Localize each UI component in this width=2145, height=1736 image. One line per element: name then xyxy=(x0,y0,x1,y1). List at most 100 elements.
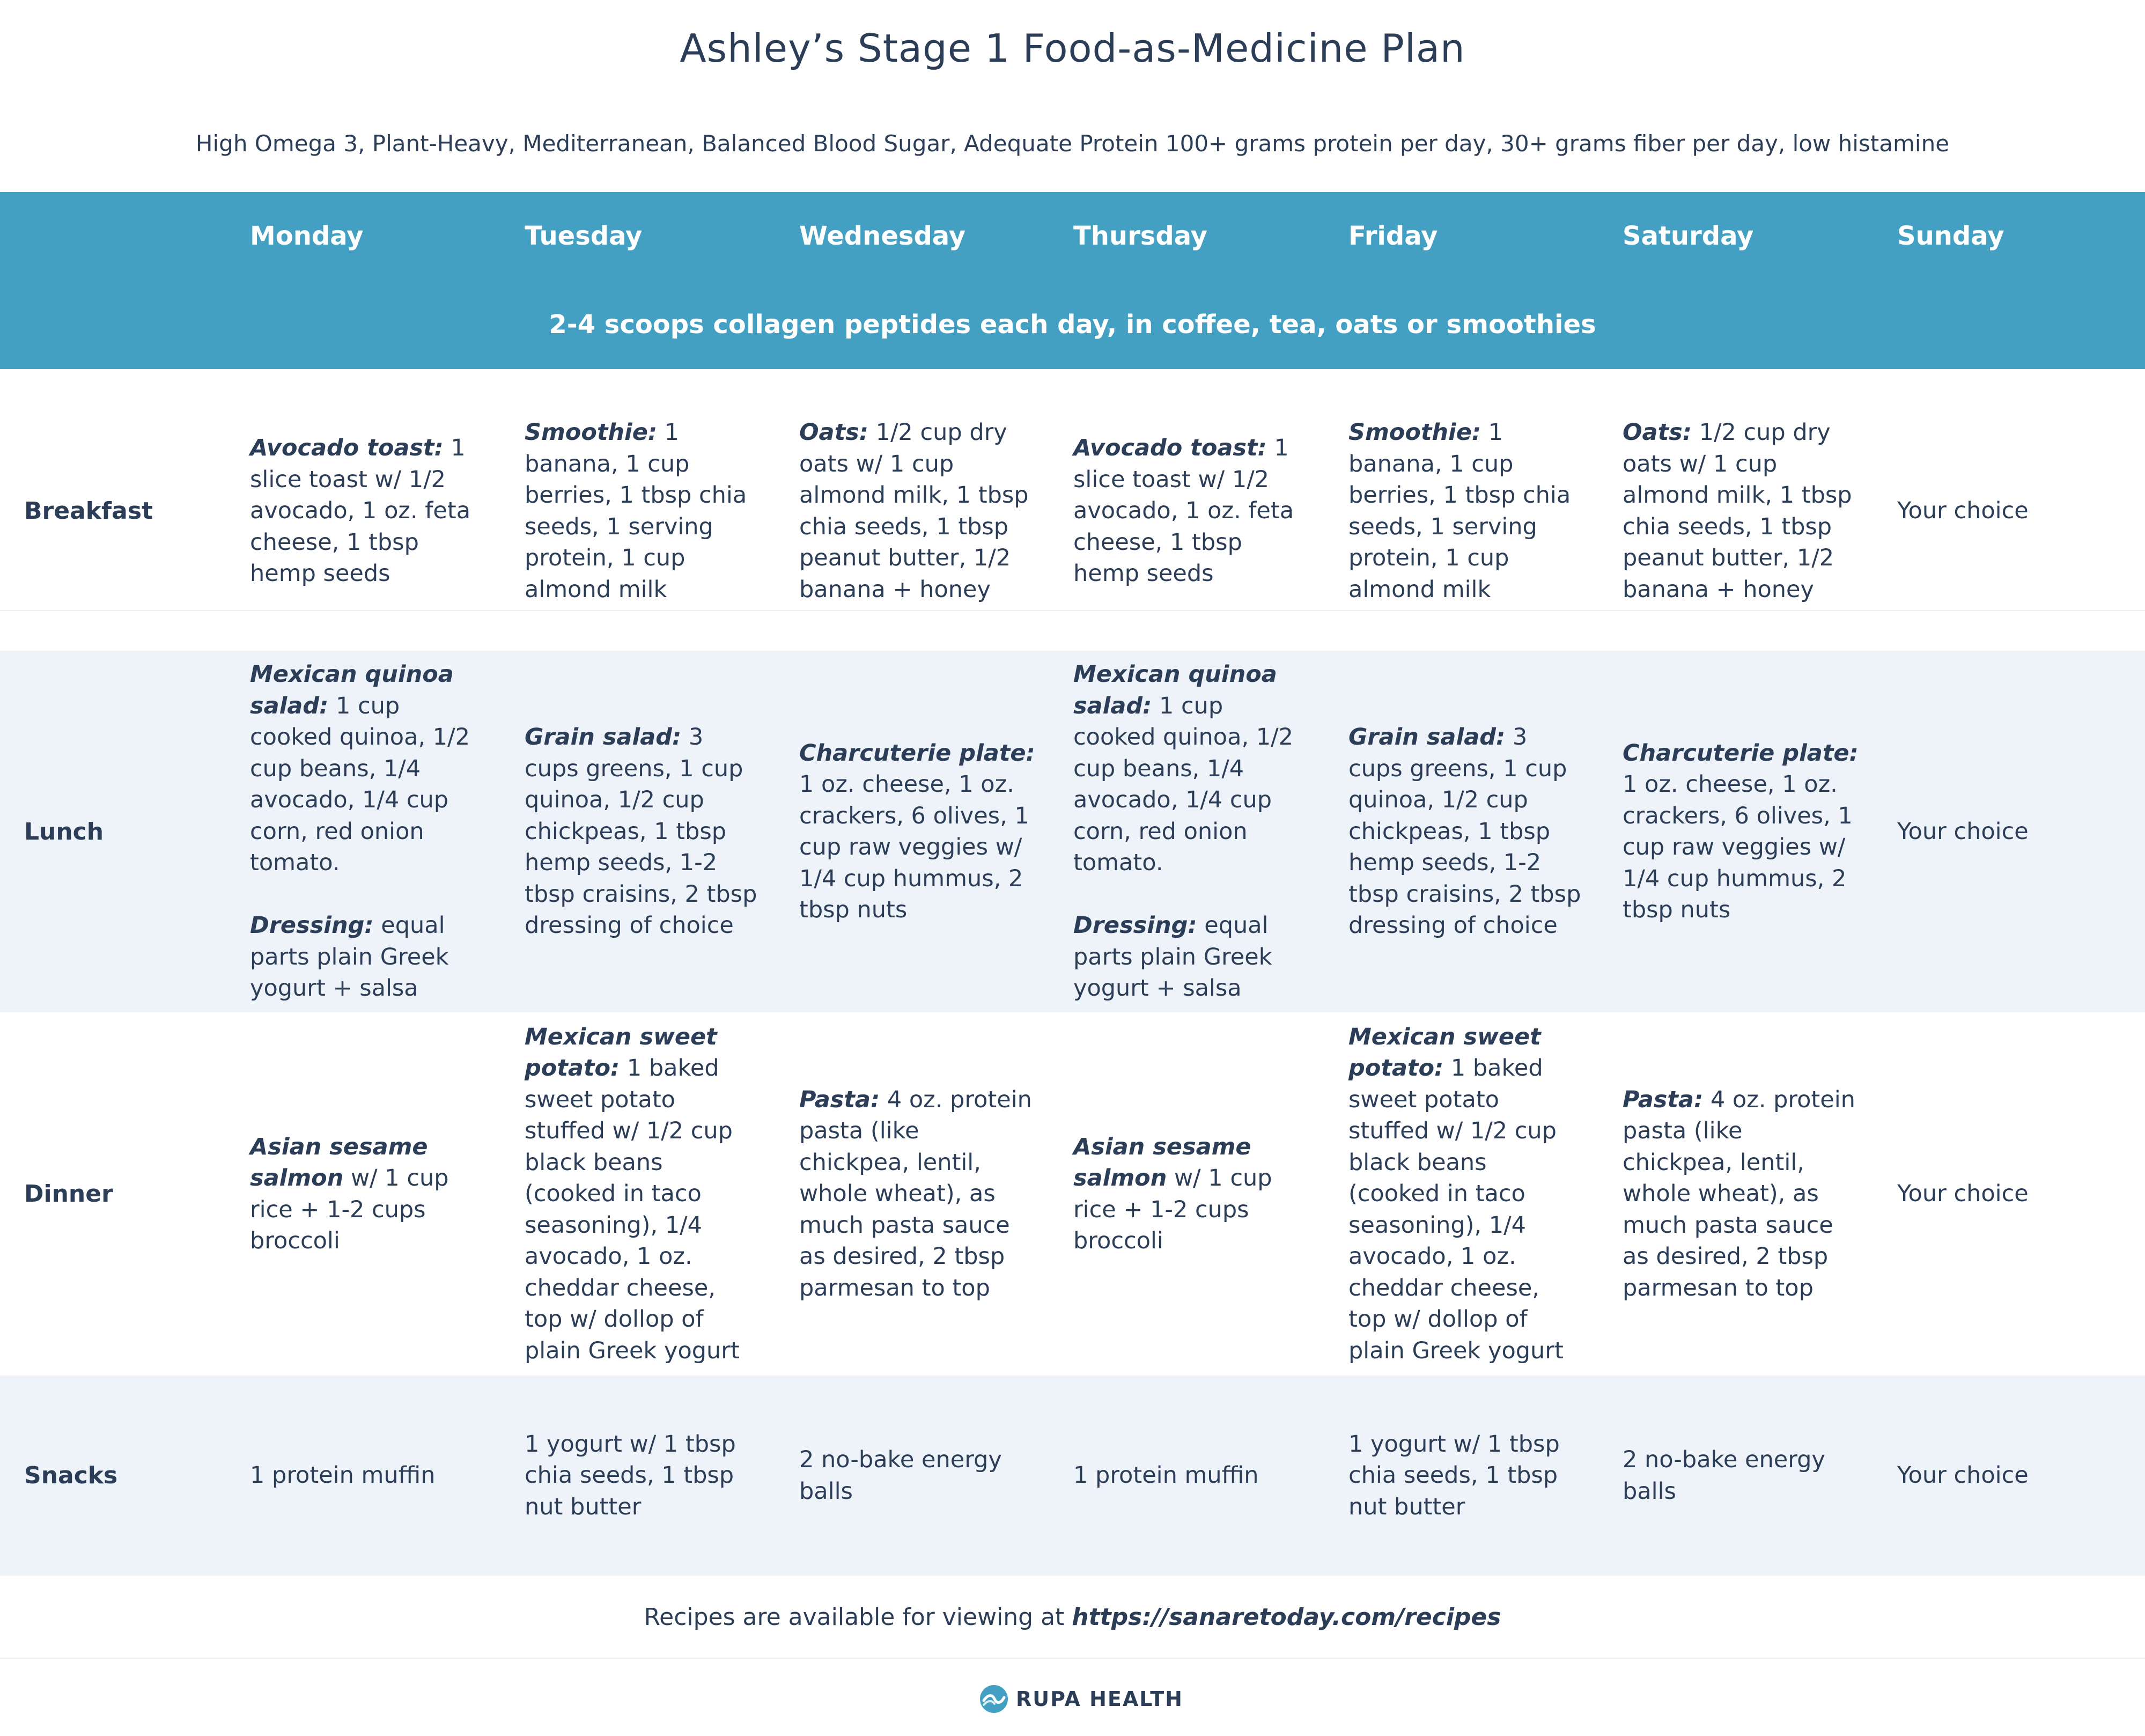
meal-details: 1 cup cooked quinoa, 1/2 cup beans, 1/4 … xyxy=(1073,692,1293,877)
meal-details: 1 protein muffin xyxy=(1073,1462,1259,1489)
meal-name: Mexican quinoa salad: xyxy=(250,661,454,719)
day-header-monday: Monday xyxy=(250,221,364,251)
meal-details: 1/2 cup dry oats w/ 1 cup almond milk, 1… xyxy=(799,419,1029,603)
row-label-dinner: Dinner xyxy=(24,1180,113,1208)
meal-name: Charcuterie plate: xyxy=(799,739,1035,767)
meal-details: 2 no-bake energy balls xyxy=(799,1446,1002,1505)
meal-name: Avocado toast: xyxy=(250,435,444,462)
meal-cell-breakfast-friday: Smoothie: 1 banana, 1 cup berries, 1 tbs… xyxy=(1348,369,1584,653)
meal-details: 3 cups greens, 1 cup quinoa, 1/2 cup chi… xyxy=(1348,724,1581,939)
meal-details: w/ 1 cup rice + 1-2 cups broccoli xyxy=(250,1165,449,1254)
meal-details: Your choice xyxy=(1897,497,2029,525)
meal-cell-snacks-sunday: Your choice xyxy=(1897,1375,2133,1576)
meal-cell-lunch-thursday: Mexican quinoa salad: 1 cup cooked quino… xyxy=(1073,651,1309,1012)
day-header-sunday: Sunday xyxy=(1897,221,2004,251)
meal-name: Avocado toast: xyxy=(1073,435,1267,462)
meal-name: Oats: xyxy=(799,419,868,446)
meal-name: Asian sesame salmon xyxy=(250,1133,428,1192)
meal-cell-lunch-monday: Mexican quinoa salad: 1 cup cooked quino… xyxy=(250,651,486,1012)
meal-details: 1 cup cooked quinoa, 1/2 cup beans, 1/4 … xyxy=(250,692,470,877)
meal-details: 1 baked sweet potato stuffed w/ 1/2 cup … xyxy=(525,1055,740,1364)
meal-cell-snacks-wednesday: 2 no-bake energy balls xyxy=(799,1375,1035,1576)
plan-subtitle: High Omega 3, Plant-Heavy, Mediterranean… xyxy=(195,130,1950,157)
meal-details: 1 protein muffin xyxy=(250,1462,436,1489)
row-label-snacks: Snacks xyxy=(24,1462,118,1489)
meal-name: Pasta: xyxy=(1623,1086,1704,1113)
dressing-details: equal parts plain Greek yogurt + salsa xyxy=(250,912,449,1002)
recipes-note-text: Recipes are available for viewing at xyxy=(644,1603,1072,1631)
meal-cell-snacks-tuesday: 1 yogurt w/ 1 tbsp chia seeds, 1 tbsp nu… xyxy=(525,1375,761,1576)
meal-details: 3 cups greens, 1 cup quinoa, 1/2 cup chi… xyxy=(525,724,757,939)
brand-logo: RUPA HEALTH xyxy=(979,1680,1183,1718)
day-header-friday: Friday xyxy=(1348,221,1438,251)
day-header-wednesday: Wednesday xyxy=(799,221,966,251)
meal-name: Smoothie: xyxy=(525,419,658,446)
page-title: Ashley’s Stage 1 Food-as-Medicine Plan xyxy=(680,26,1465,71)
meal-details: 1 banana, 1 cup berries, 1 tbsp chia see… xyxy=(1348,419,1571,603)
meal-cell-lunch-wednesday: Charcuterie plate: 1 oz. cheese, 1 oz. c… xyxy=(799,651,1035,1012)
meal-details: Your choice xyxy=(1897,1462,2029,1489)
meal-name: Grain salad: xyxy=(525,724,682,751)
meal-cell-snacks-thursday: 1 protein muffin xyxy=(1073,1375,1309,1576)
meal-cell-dinner-friday: Mexican sweet potato: 1 baked sweet pota… xyxy=(1348,1012,1584,1375)
meal-name: Charcuterie plate: xyxy=(1623,739,1859,767)
lunch-row-bg xyxy=(0,651,2145,1012)
meal-cell-lunch-saturday: Charcuterie plate: 1 oz. cheese, 1 oz. c… xyxy=(1623,651,1859,1012)
meal-details: 1 banana, 1 cup berries, 1 tbsp chia see… xyxy=(525,419,747,603)
meal-name: Asian sesame salmon xyxy=(1073,1133,1251,1192)
rupa-logo-icon xyxy=(980,1685,1008,1713)
meal-cell-breakfast-thursday: Avocado toast: 1 slice toast w/ 1/2 avoc… xyxy=(1073,369,1309,653)
meal-cell-breakfast-sunday: Your choice xyxy=(1897,369,2133,653)
meal-details: 1 baked sweet potato stuffed w/ 1/2 cup … xyxy=(1348,1055,1564,1364)
row-divider xyxy=(0,610,2145,611)
meal-details: 4 oz. protein pasta (like chickpea, lent… xyxy=(1623,1086,1855,1301)
row-label-breakfast: Breakfast xyxy=(24,497,153,525)
meal-cell-breakfast-saturday: Oats: 1/2 cup dry oats w/ 1 cup almond m… xyxy=(1623,369,1859,653)
snacks-row-bg xyxy=(0,1375,2145,1576)
meal-cell-breakfast-wednesday: Oats: 1/2 cup dry oats w/ 1 cup almond m… xyxy=(799,369,1035,653)
meal-cell-snacks-friday: 1 yogurt w/ 1 tbsp chia seeds, 1 tbsp nu… xyxy=(1348,1375,1584,1576)
meal-details: 1/2 cup dry oats w/ 1 cup almond milk, 1… xyxy=(1623,419,1852,603)
meal-cell-lunch-sunday: Your choice xyxy=(1897,651,2133,1012)
meal-details: 4 oz. protein pasta (like chickpea, lent… xyxy=(799,1086,1032,1301)
meal-cell-dinner-wednesday: Pasta: 4 oz. protein pasta (like chickpe… xyxy=(799,1012,1035,1375)
meal-details: 1 yogurt w/ 1 tbsp chia seeds, 1 tbsp nu… xyxy=(1348,1430,1560,1520)
footer-divider xyxy=(0,1658,2145,1659)
dressing-name: Dressing: xyxy=(250,912,374,939)
dressing-details: equal parts plain Greek yogurt + salsa xyxy=(1073,912,1272,1002)
meal-name: Smoothie: xyxy=(1348,419,1481,446)
meal-cell-snacks-monday: 1 protein muffin xyxy=(250,1375,486,1576)
meal-cell-dinner-tuesday: Mexican sweet potato: 1 baked sweet pota… xyxy=(525,1012,761,1375)
recipes-link[interactable]: https://sanaretoday.com/recipes xyxy=(1072,1603,1501,1631)
brand-name: RUPA HEALTH xyxy=(1016,1687,1183,1711)
meal-details: 1 slice toast w/ 1/2 avocado, 1 oz. feta… xyxy=(250,435,471,587)
meal-details: w/ 1 cup rice + 1-2 cups broccoli xyxy=(1073,1165,1272,1254)
meal-details: Your choice xyxy=(1897,818,2029,845)
meal-cell-lunch-tuesday: Grain salad: 3 cups greens, 1 cup quinoa… xyxy=(525,651,761,1012)
meal-cell-breakfast-monday: Avocado toast: 1 slice toast w/ 1/2 avoc… xyxy=(250,369,486,653)
meal-details: 1 oz. cheese, 1 oz. crackers, 6 olives, … xyxy=(799,771,1029,923)
meal-name: Grain salad: xyxy=(1348,724,1506,751)
meal-cell-breakfast-tuesday: Smoothie: 1 banana, 1 cup berries, 1 tbs… xyxy=(525,369,761,653)
meal-name: Mexican sweet potato: xyxy=(1348,1023,1541,1082)
meal-cell-dinner-thursday: Asian sesame salmon w/ 1 cup rice + 1-2 … xyxy=(1073,1012,1309,1375)
dressing-name: Dressing: xyxy=(1073,912,1197,939)
header-band xyxy=(0,192,2145,369)
day-header-saturday: Saturday xyxy=(1623,221,1754,251)
day-header-thursday: Thursday xyxy=(1073,221,1207,251)
meal-name: Mexican sweet potato: xyxy=(525,1023,717,1082)
meal-name: Mexican quinoa salad: xyxy=(1073,661,1277,719)
meal-cell-dinner-sunday: Your choice xyxy=(1897,1012,2133,1375)
meal-name: Oats: xyxy=(1623,419,1692,446)
meal-details: Your choice xyxy=(1897,1180,2029,1208)
recipes-note: Recipes are available for viewing at htt… xyxy=(0,1599,2145,1636)
meal-cell-dinner-saturday: Pasta: 4 oz. protein pasta (like chickpe… xyxy=(1623,1012,1859,1375)
day-header-tuesday: Tuesday xyxy=(525,221,643,251)
meal-details: 1 oz. cheese, 1 oz. crackers, 6 olives, … xyxy=(1623,771,1853,923)
meal-cell-dinner-monday: Asian sesame salmon w/ 1 cup rice + 1-2 … xyxy=(250,1012,486,1375)
meal-cell-lunch-friday: Grain salad: 3 cups greens, 1 cup quinoa… xyxy=(1348,651,1584,1012)
meal-details: 2 no-bake energy balls xyxy=(1623,1446,1825,1505)
row-label-lunch: Lunch xyxy=(24,818,104,845)
meal-details: 1 slice toast w/ 1/2 avocado, 1 oz. feta… xyxy=(1073,435,1294,587)
